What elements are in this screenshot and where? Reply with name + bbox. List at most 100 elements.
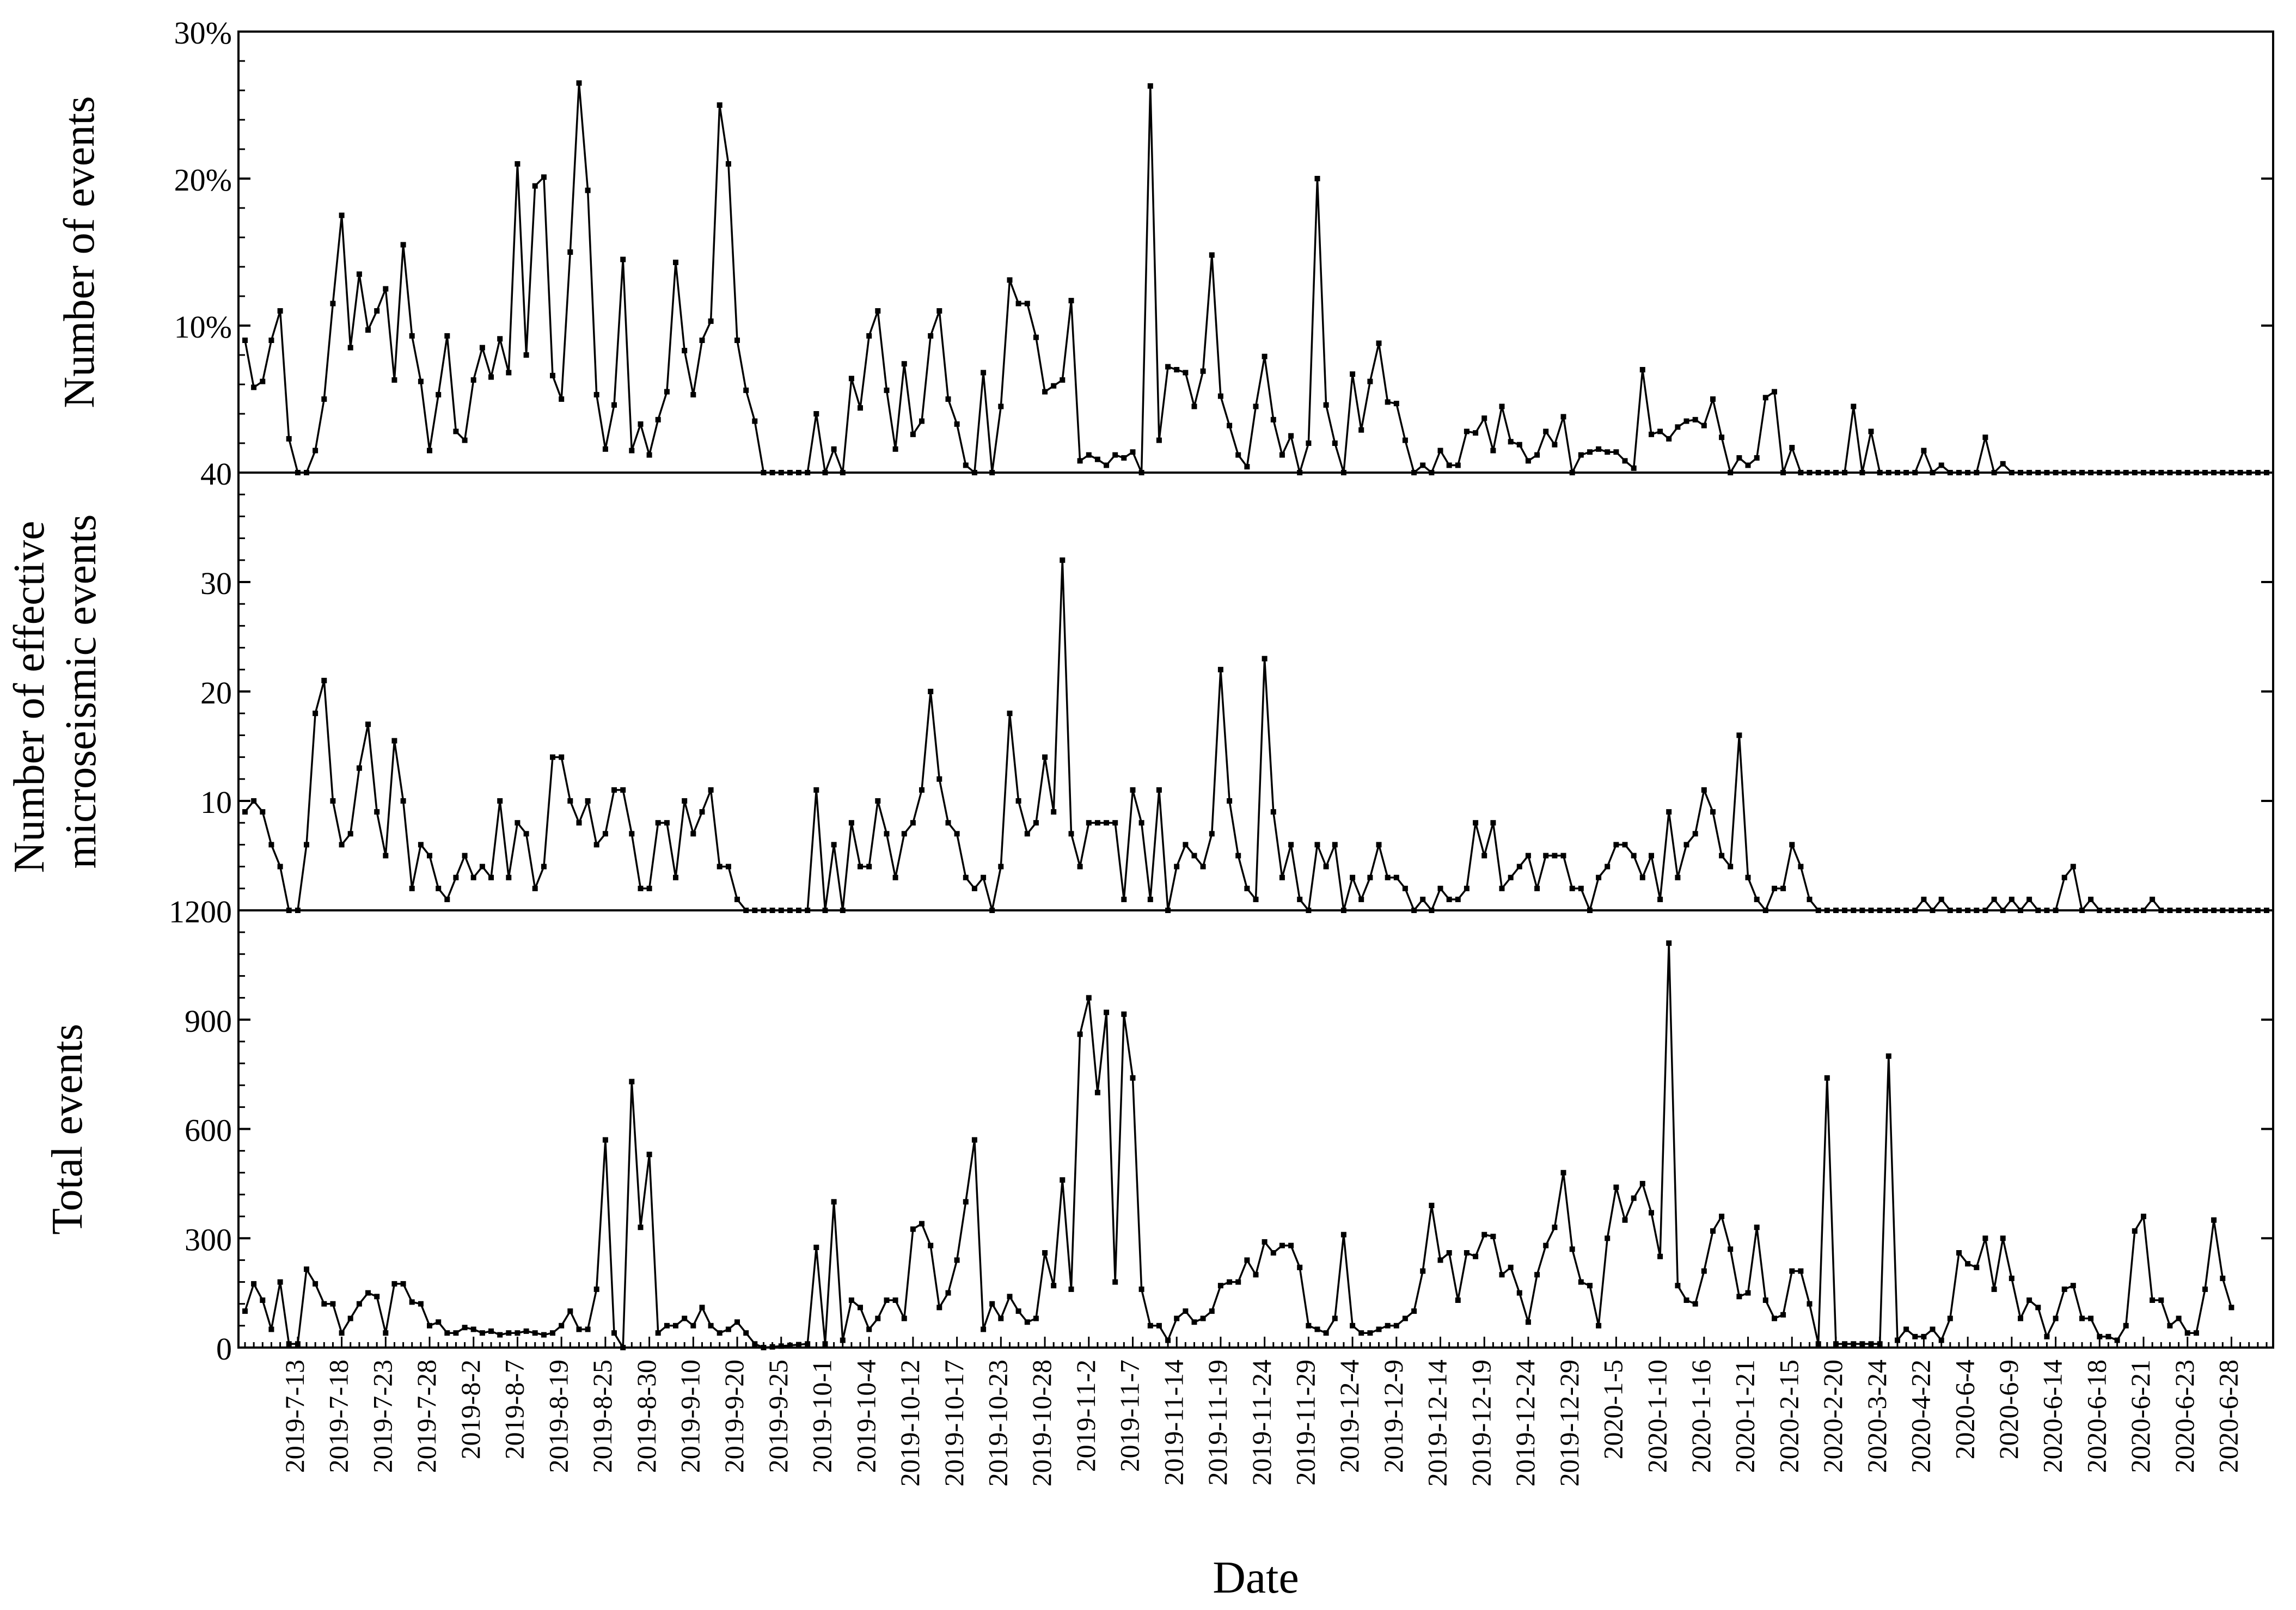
percent-data-point <box>1455 462 1461 468</box>
percent-data-point <box>910 431 916 437</box>
x-tick-label: 2019-10-1 <box>807 1360 837 1473</box>
percent-data-point <box>1174 367 1180 372</box>
effective-data-point <box>1605 864 1611 870</box>
percent-data-point <box>892 446 898 452</box>
effective-data-point <box>858 864 863 870</box>
percent-data-point <box>356 271 362 277</box>
total-data-point <box>2141 1214 2146 1220</box>
effective-data-point <box>462 853 468 859</box>
percent-data-point <box>1227 423 1233 428</box>
percent-data-point <box>1420 462 1426 468</box>
effective-data-point <box>1015 798 1021 804</box>
total-data-point <box>330 1301 336 1307</box>
effective-data-point <box>1060 557 1066 563</box>
total-data-point <box>646 1152 652 1158</box>
effective-data-point <box>1217 666 1223 672</box>
total-data-point <box>655 1330 661 1336</box>
effective-data-point <box>567 798 573 804</box>
total-data-point <box>488 1328 494 1334</box>
y-tick-label-percent-2: 30% <box>174 15 232 51</box>
total-data-point <box>1473 1253 1479 1259</box>
total-data-point <box>2018 1315 2023 1321</box>
total-data-point <box>1631 1195 1637 1201</box>
total-data-point <box>506 1330 512 1336</box>
effective-data-point <box>1938 896 1944 902</box>
effective-data-point <box>1183 842 1189 848</box>
x-tick-label: 2019-12-24 <box>1510 1360 1540 1486</box>
total-data-point <box>1956 1250 1962 1256</box>
percent-data-point <box>1077 458 1083 464</box>
effective-data-point <box>1033 820 1039 826</box>
y-tick-label-effective-2: 30 <box>200 566 232 601</box>
effective-data-point <box>1244 885 1250 891</box>
percent-data-point <box>1183 370 1189 376</box>
percent-data-point <box>1244 464 1250 470</box>
effective-data-point <box>1639 874 1645 880</box>
percent-data-point <box>1235 452 1241 458</box>
effective-data-point <box>1481 853 1487 859</box>
total-data-point <box>1947 1315 1953 1321</box>
percent-data-point <box>813 411 819 417</box>
total-data-point <box>1358 1330 1364 1336</box>
total-data-point <box>936 1305 942 1311</box>
total-data-point <box>928 1242 934 1248</box>
effective-data-point <box>1288 842 1294 848</box>
total-data-point <box>2228 1305 2234 1311</box>
percent-data-point <box>1736 455 1742 461</box>
x-tick-label: 2019-11-7 <box>1115 1360 1145 1472</box>
total-data-point <box>1147 1323 1153 1329</box>
effective-data-point <box>1270 809 1276 815</box>
total-data-point <box>734 1319 740 1325</box>
total-data-point <box>356 1301 362 1307</box>
percent-data-point <box>1253 403 1259 409</box>
total-data-point <box>374 1294 380 1300</box>
percent-data-point <box>743 387 749 393</box>
effective-data-point <box>383 853 389 859</box>
effective-data-point <box>725 864 731 870</box>
total-data-point <box>1393 1323 1399 1329</box>
total-data-point <box>1104 1009 1110 1015</box>
percent-data-point <box>655 417 661 423</box>
percent-data-point <box>1332 440 1338 446</box>
percent-data-point <box>1165 364 1171 370</box>
percent-data-point <box>1051 383 1057 389</box>
percent-data-point <box>400 242 406 248</box>
total-data-point <box>2026 1297 2032 1303</box>
percent-data-point <box>391 377 397 383</box>
total-data-point <box>2202 1286 2208 1292</box>
effective-data-point <box>1007 711 1013 717</box>
effective-data-point <box>1780 885 1786 891</box>
total-data-point <box>339 1330 345 1336</box>
total-data-point <box>1042 1250 1048 1256</box>
total-data-point <box>1033 1315 1039 1321</box>
percent-data-point <box>1314 176 1320 181</box>
total-data-point <box>347 1315 353 1321</box>
percent-data-point <box>1033 334 1039 340</box>
percent-data-point <box>831 446 837 452</box>
percent-data-point <box>321 396 327 402</box>
total-data-point <box>963 1199 969 1205</box>
effective-data-point <box>1235 853 1241 859</box>
total-data-point <box>1183 1308 1189 1314</box>
panel-total-y-axis: 0 300 600 900 1200 <box>169 894 2273 1367</box>
percent-data-point <box>365 327 371 333</box>
total-data-point <box>304 1266 309 1272</box>
percent-data-point <box>936 308 942 314</box>
total-data-point <box>875 1315 881 1321</box>
total-data-point <box>2053 1315 2059 1321</box>
x-tick-label: 2019-11-29 <box>1290 1360 1321 1485</box>
percent-data-point <box>541 174 547 180</box>
percent-data-point <box>497 336 503 342</box>
total-data-point <box>1982 1235 1988 1241</box>
total-data-point <box>1666 940 1672 946</box>
percent-data-point <box>638 421 644 427</box>
effective-data-point <box>418 842 424 848</box>
percent-data-point <box>427 448 432 454</box>
percent-data-point <box>330 301 336 307</box>
total-data-point <box>1077 1031 1083 1037</box>
total-data-point <box>1279 1242 1285 1248</box>
total-data-point <box>1885 1053 1891 1059</box>
effective-data-point <box>330 798 336 804</box>
effective-data-point <box>1921 896 1927 902</box>
effective-data-point <box>1147 896 1153 902</box>
